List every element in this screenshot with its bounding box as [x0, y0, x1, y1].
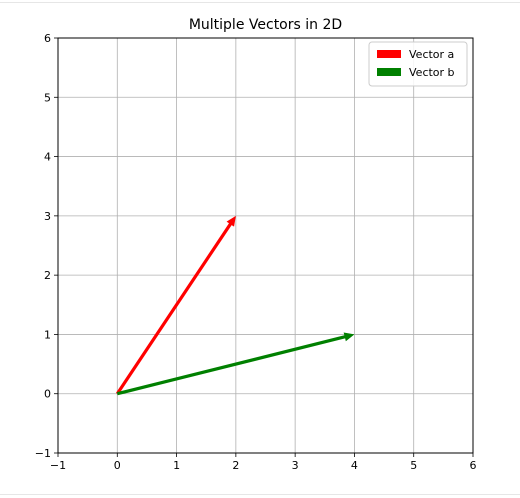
- x-tick-label: 0: [114, 459, 121, 472]
- y-tick-label: −1: [35, 447, 51, 460]
- y-tick-label: 0: [44, 388, 51, 401]
- vector-arrow-b: [116, 332, 355, 396]
- y-tick-label: 6: [44, 32, 51, 45]
- y-tick-label: 2: [44, 269, 51, 282]
- axes-frame: [57, 37, 474, 454]
- legend: Vector a Vector b: [368, 41, 468, 87]
- legend-label: Vector b: [409, 66, 455, 79]
- y-tick-label: 3: [44, 210, 51, 223]
- x-tick-label: 2: [232, 459, 239, 472]
- y-tick-label: 5: [44, 91, 51, 104]
- legend-label: Vector a: [409, 48, 454, 61]
- ticks: −1 0 1 2 3 4 5 6 −1 0 1 2 3 4 5 6: [35, 32, 477, 472]
- x-tick-label: 6: [470, 459, 477, 472]
- vectors: [115, 215, 355, 396]
- bottom-divider: [0, 494, 520, 495]
- y-tick-label: 1: [44, 328, 51, 341]
- x-tick-label: 5: [410, 459, 417, 472]
- vector-arrow-a: [115, 215, 236, 395]
- chart-title: Multiple Vectors in 2D: [189, 17, 342, 33]
- legend-swatch: [377, 50, 401, 58]
- x-tick-label: −1: [50, 459, 66, 472]
- x-tick-label: 4: [351, 459, 358, 472]
- x-tick-label: 3: [292, 459, 299, 472]
- top-divider: [0, 2, 520, 3]
- x-tick-label: 1: [173, 459, 180, 472]
- y-tick-label: 4: [44, 151, 51, 164]
- legend-swatch: [377, 68, 401, 76]
